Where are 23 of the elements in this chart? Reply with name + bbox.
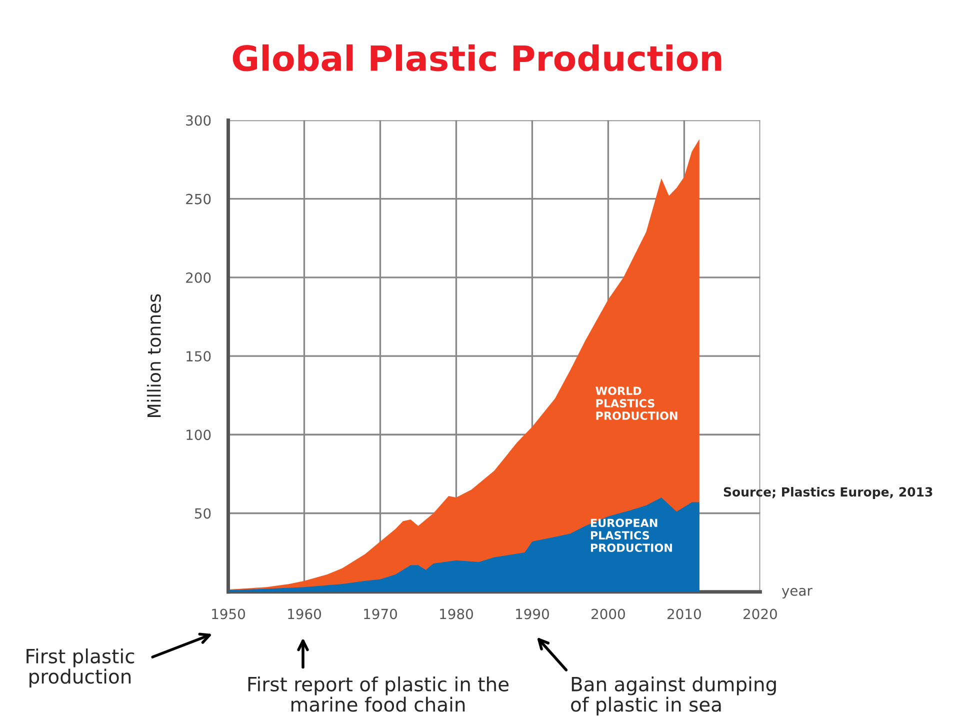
x-tick-label: 2010 <box>668 608 701 620</box>
x-tick-label: 1990 <box>516 608 549 620</box>
series-label: WORLD PLASTICS PRODUCTION <box>596 386 678 420</box>
y-tick-label: 300 <box>186 115 211 126</box>
text: First plastic production <box>26 648 134 688</box>
x-tick-label: 1970 <box>364 608 397 620</box>
chart-title: Global Plastic Production <box>232 44 722 72</box>
y-axis-title: Million tonnes <box>146 294 161 417</box>
x-tick-label: 1950 <box>212 608 245 620</box>
y-tick-label: 100 <box>186 430 211 440</box>
text: Ban against dumping of plastic in sea <box>571 676 776 716</box>
y-tick-label: 250 <box>186 194 211 204</box>
x-tick-label: 2000 <box>592 608 625 620</box>
x-tick-label: 1980 <box>440 608 473 620</box>
x-axis-title: year <box>782 588 812 599</box>
x-tick-label: 1960 <box>288 608 321 620</box>
text: First report of plastic in the marine food chain <box>248 676 509 712</box>
y-tick-label: 150 <box>186 351 211 362</box>
x-tick-label: 2020 <box>744 608 777 620</box>
series-label: EUROPEAN PLASTICS PRODUCTION <box>590 518 672 552</box>
y-tick-label: 200 <box>186 272 211 283</box>
annotation: Source; Plastics Europe, 2013 <box>724 486 932 500</box>
y-tick-label: 50 <box>194 508 211 519</box>
